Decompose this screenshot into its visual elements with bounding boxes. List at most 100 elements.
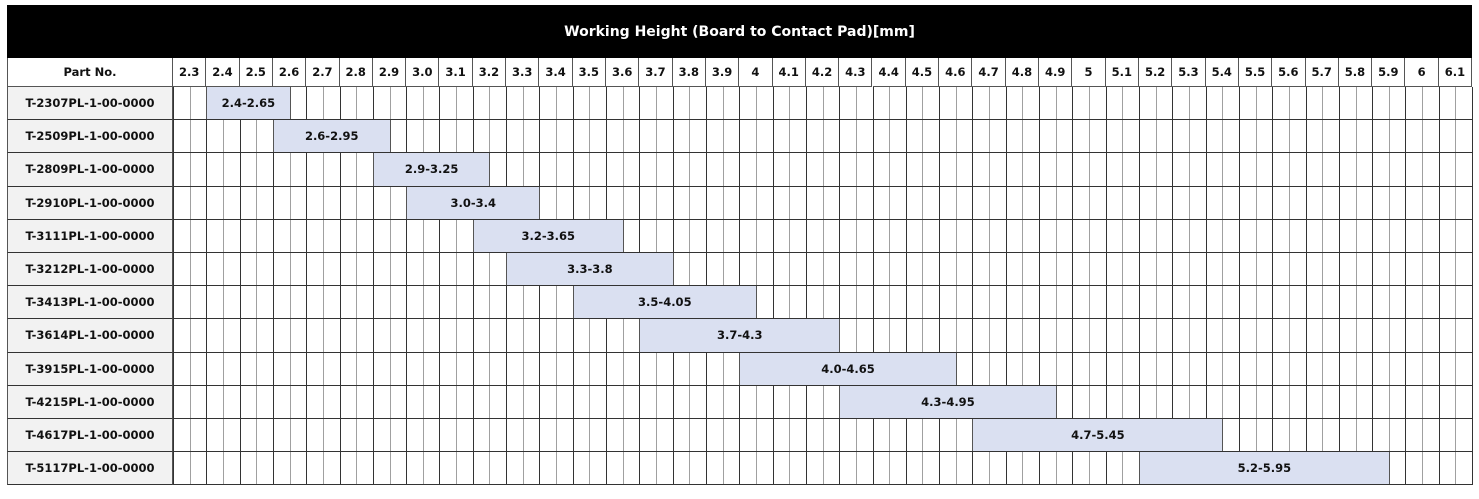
x-tick-label: 4.2	[805, 58, 840, 87]
x-tick-label: 4.9	[1039, 58, 1073, 87]
grid-line-vertical	[372, 87, 374, 486]
grid-line-vertical	[1155, 87, 1157, 486]
grid-line-horizontal	[173, 252, 1473, 253]
grid-line-vertical	[939, 87, 941, 486]
grid-line-horizontal	[173, 351, 1473, 353]
x-tick-label: 4.1	[772, 58, 806, 87]
x-tick-label: 4.7	[972, 58, 1006, 87]
grid-line-vertical	[772, 87, 774, 486]
grid-line-vertical	[805, 87, 807, 486]
x-tick-label: 6	[1405, 58, 1439, 87]
x-tick-label: 3.9	[705, 58, 740, 87]
x-tick-label: 4.8	[1005, 58, 1040, 87]
x-tick-label: 2.4	[206, 58, 240, 87]
x-tick-label: 4.5	[905, 58, 940, 87]
x-tick-label: 4.6	[939, 58, 973, 87]
grid-line-vertical	[1388, 87, 1390, 486]
grid-line-vertical	[1255, 87, 1257, 486]
part-number: T-3614PL-1-00-0000	[7, 319, 173, 353]
range-bar: 5.2-5.95	[1138, 452, 1390, 485]
grid-line-vertical	[556, 87, 558, 486]
grid-line-horizontal	[173, 152, 1473, 154]
range-bar: 2.9-3.25	[372, 153, 491, 186]
range-bar: 2.4-2.65	[206, 87, 291, 120]
x-tick-label: 5	[1072, 58, 1106, 87]
grid-line-horizontal	[173, 451, 1473, 453]
x-tick-label: 2.3	[173, 58, 207, 87]
part-number: T-2509PL-1-00-0000	[7, 120, 173, 154]
grid-line-vertical	[922, 87, 924, 486]
range-bar: 3.0-3.4	[406, 186, 541, 219]
x-tick-label: 5.8	[1338, 58, 1373, 87]
part-number: T-3413PL-1-00-0000	[7, 286, 173, 320]
range-bar: 4.7-5.45	[972, 419, 1224, 452]
grid-line-vertical	[1372, 87, 1374, 486]
grid-line-vertical	[472, 87, 474, 486]
x-tick-label: 5.2	[1138, 58, 1173, 87]
grid-line-vertical	[1138, 87, 1140, 486]
grid-line-vertical	[1005, 87, 1007, 486]
grid-line-vertical	[1205, 87, 1207, 486]
grid-line-horizontal	[173, 185, 1473, 187]
grid-line-vertical	[239, 87, 241, 486]
x-tick-label: 5.5	[1238, 58, 1273, 87]
grid-line-vertical	[422, 87, 424, 486]
x-tick-label: 3.5	[572, 58, 607, 87]
range-bar: 4.0-4.65	[739, 352, 957, 385]
row-header: Part No.	[7, 58, 173, 87]
grid-line-vertical	[1172, 87, 1174, 486]
grid-line-vertical	[1288, 87, 1290, 486]
grid-line-vertical	[522, 87, 524, 486]
grid-line-vertical	[289, 87, 291, 486]
x-tick-label: 4.4	[872, 58, 906, 87]
part-number: T-5117PL-1-00-0000	[7, 452, 173, 486]
chart-title: Working Height (Board to Contact Pad)[mm…	[7, 5, 1472, 58]
grid-line-vertical	[322, 87, 324, 486]
grid-line-vertical	[955, 87, 957, 486]
grid-line-vertical	[989, 87, 991, 486]
grid-line-vertical	[839, 87, 841, 486]
x-tick-label: 2.5	[239, 58, 273, 87]
grid-line-vertical	[855, 87, 857, 486]
x-tick-label: 3.0	[406, 58, 440, 87]
x-tick-label: 5.4	[1205, 58, 1239, 87]
grid-line-vertical	[222, 87, 224, 486]
grid-line-vertical	[439, 87, 441, 486]
grid-line-vertical	[822, 87, 824, 486]
grid-line-horizontal	[173, 418, 1473, 419]
range-bar: 3.7-4.3	[639, 319, 841, 352]
grid-line-vertical	[1022, 87, 1024, 486]
grid-line-horizontal	[173, 318, 1473, 320]
grid-line-vertical	[1055, 87, 1057, 486]
grid-line-vertical	[173, 87, 174, 486]
grid-line-horizontal	[173, 484, 1473, 486]
x-tick-label: 3.7	[639, 58, 673, 87]
grid-line-vertical	[539, 87, 541, 486]
part-number: T-4617PL-1-00-0000	[7, 419, 173, 453]
grid-line-vertical	[905, 87, 907, 486]
grid-line-vertical	[1472, 87, 1474, 486]
grid-line-vertical	[1322, 87, 1324, 486]
x-tick-label: 3.1	[439, 58, 473, 87]
grid-line-vertical	[189, 87, 191, 486]
grid-line-vertical	[1238, 87, 1240, 486]
grid-line-vertical	[1338, 87, 1340, 486]
part-number: T-2809PL-1-00-0000	[7, 153, 173, 187]
grid-line-vertical	[1072, 87, 1074, 486]
x-tick-label: 5.7	[1305, 58, 1339, 87]
x-tick-label: 2.8	[339, 58, 373, 87]
grid-line-vertical	[1422, 87, 1424, 486]
x-tick-label: 4	[739, 58, 773, 87]
grid-line-horizontal	[173, 218, 1473, 220]
grid-line-vertical	[456, 87, 458, 486]
grid-line-vertical	[972, 87, 974, 486]
grid-line-vertical	[1405, 87, 1407, 486]
grid-line-vertical	[872, 87, 874, 486]
part-number: T-4215PL-1-00-0000	[7, 385, 173, 419]
grid-line-vertical	[1188, 87, 1190, 486]
x-tick-label: 3.8	[672, 58, 706, 87]
range-bar: 3.2-3.65	[472, 219, 624, 252]
x-tick-label: 6.1	[1438, 58, 1473, 87]
grid-line-vertical	[889, 87, 891, 486]
grid-line-vertical	[1122, 87, 1124, 486]
